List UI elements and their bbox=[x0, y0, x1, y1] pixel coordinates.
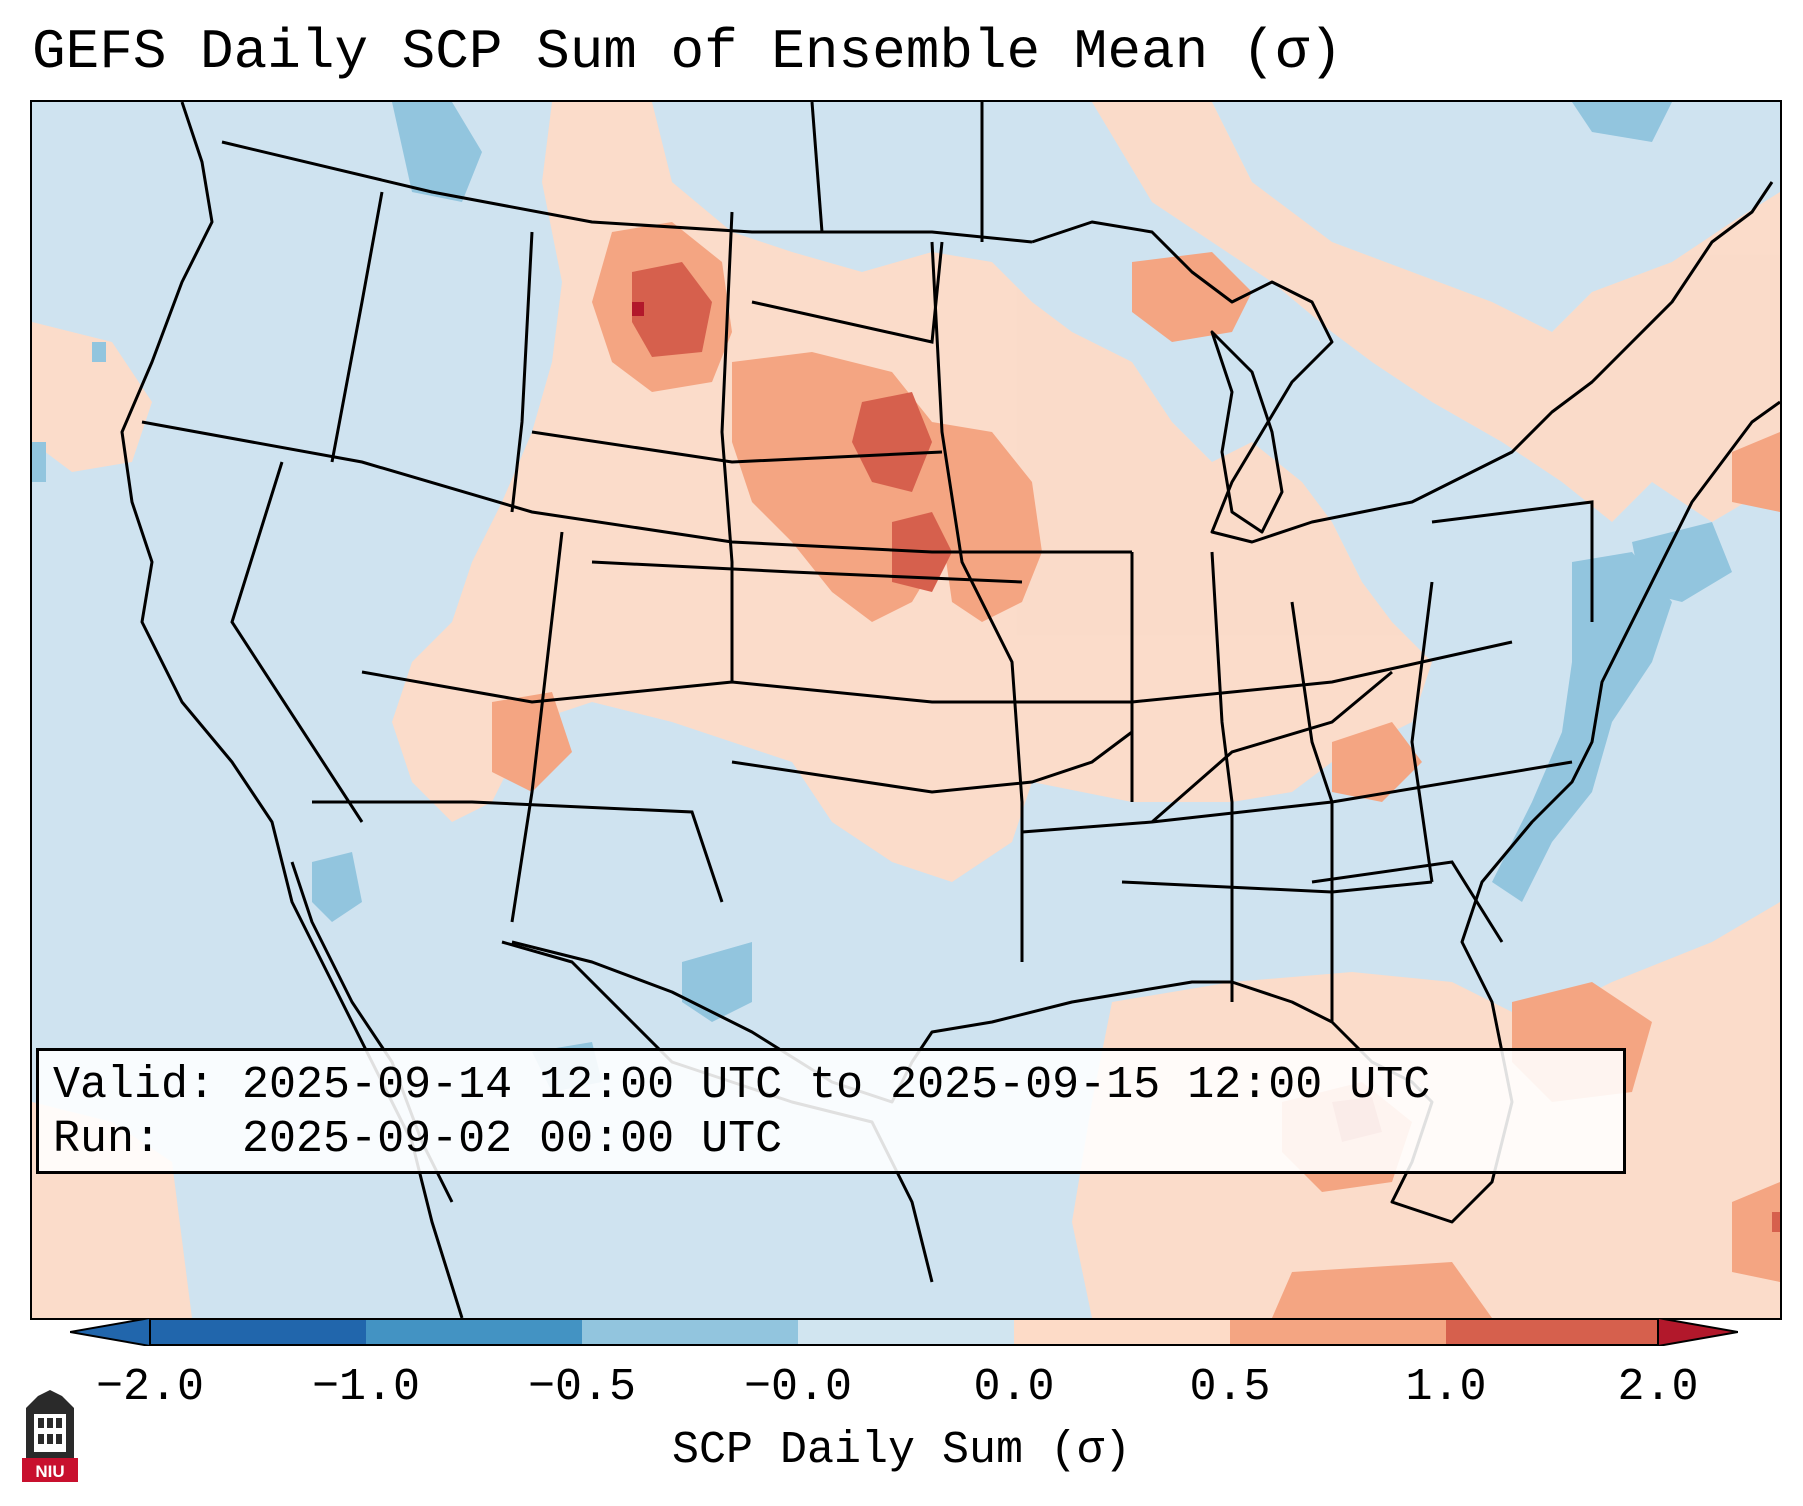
valid-value: 2025-09-14 12:00 UTC to 2025-09-15 12:00… bbox=[242, 1060, 1431, 1111]
colorbar-tick: −2.0 bbox=[95, 1362, 205, 1413]
canada-border bbox=[221, 140, 1033, 244]
colorbar-tick: 0.5 bbox=[1189, 1362, 1271, 1413]
colorbar-bin-2 bbox=[366, 1318, 582, 1346]
negative-anomaly bbox=[32, 102, 1732, 1092]
colorbar-bin-1 bbox=[150, 1318, 366, 1346]
logo-text: NIU bbox=[35, 1462, 64, 1481]
colorbar-label: SCP Daily Sum (σ) bbox=[671, 1425, 1132, 1476]
colorbar-tick: 1.0 bbox=[1405, 1362, 1487, 1413]
valid-label: Valid: bbox=[53, 1060, 216, 1111]
colorbar-tick: 2.0 bbox=[1617, 1362, 1699, 1413]
colorbar-bin-7 bbox=[1446, 1318, 1658, 1346]
colorbar-tick: −0.5 bbox=[527, 1362, 637, 1413]
chart-title: GEFS Daily SCP Sum of Ensemble Mean (σ) bbox=[32, 20, 1343, 84]
colorbar-bin-4 bbox=[798, 1318, 1014, 1346]
colorbar-bin-5 bbox=[1014, 1318, 1230, 1346]
colorbar bbox=[70, 1318, 1738, 1346]
great-lakes bbox=[1031, 181, 1774, 544]
positive-anomaly-extreme bbox=[632, 302, 644, 316]
run-value: 2025-09-02 00:00 UTC bbox=[242, 1114, 783, 1165]
colorbar-extend-high bbox=[1657, 1318, 1738, 1346]
run-label: Run: bbox=[53, 1114, 162, 1165]
niu-logo: NIU bbox=[22, 1390, 78, 1482]
state-boundaries bbox=[141, 102, 1594, 1022]
valid-time-box: Valid: 2025-09-14 12:00 UTC to 2025-09-1… bbox=[36, 1048, 1626, 1174]
colorbar-bin-6 bbox=[1230, 1318, 1446, 1346]
colorbar-bin-3 bbox=[582, 1318, 798, 1346]
colorbar-tick: −0.0 bbox=[743, 1362, 853, 1413]
colorbar-extend-low bbox=[70, 1318, 151, 1346]
lake-michigan bbox=[1210, 330, 1284, 534]
colorbar-tick: 0.0 bbox=[973, 1362, 1055, 1413]
colorbar-tick: −1.0 bbox=[311, 1362, 421, 1413]
